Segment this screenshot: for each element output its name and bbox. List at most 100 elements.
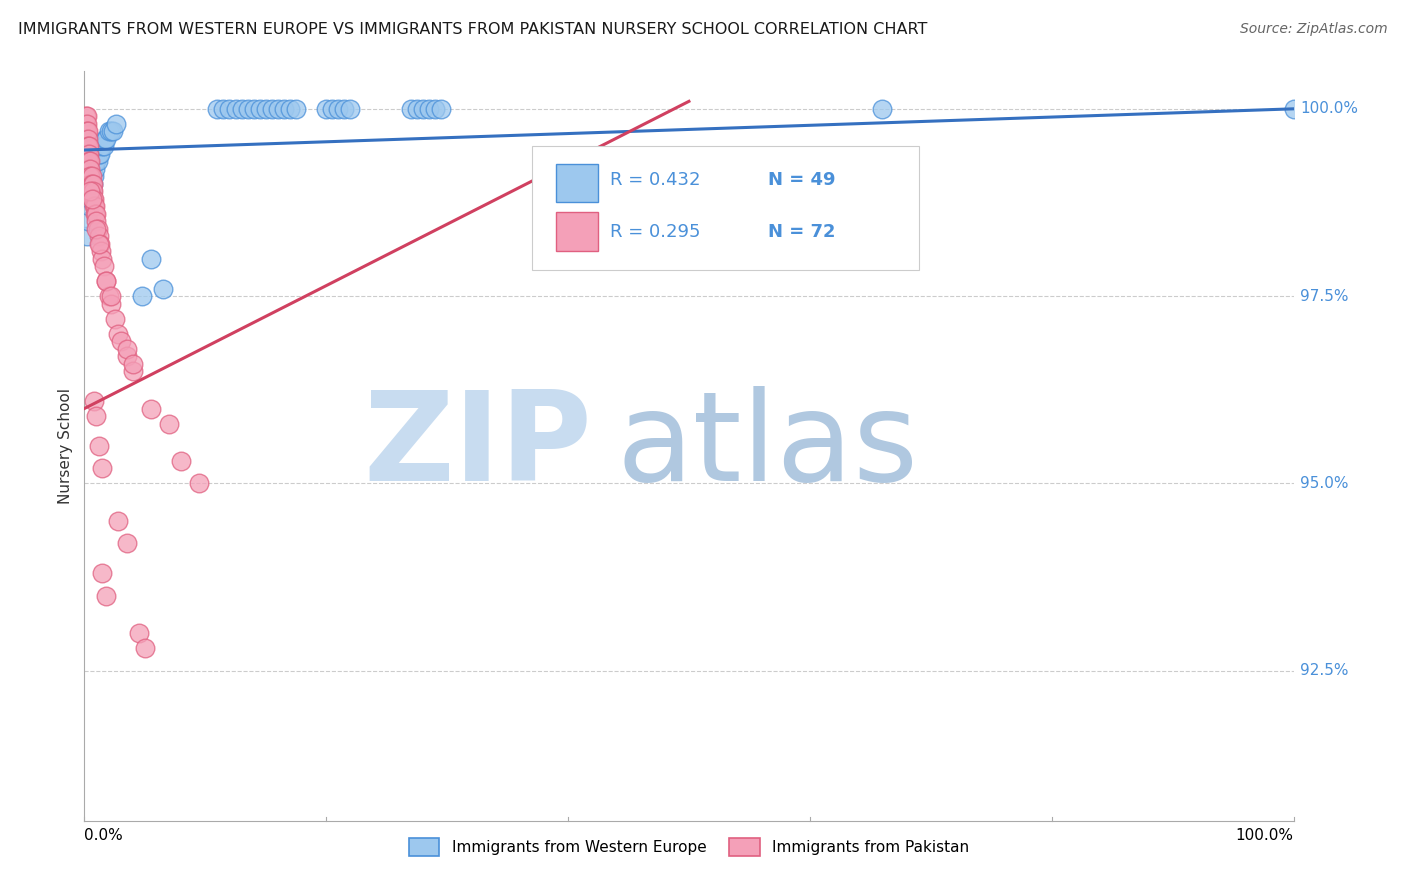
Text: ZIP: ZIP [364, 385, 592, 507]
FancyBboxPatch shape [555, 212, 599, 252]
Point [75, 124, 97, 138]
Point [104, 117, 127, 131]
Point [91, 566, 114, 581]
Text: 100.0%: 100.0% [1236, 828, 1294, 843]
Point [94, 274, 117, 288]
Point [315, 102, 337, 116]
Text: N = 49: N = 49 [768, 171, 835, 189]
Point [218, 102, 240, 116]
Point [90, 244, 112, 259]
Point [152, 282, 174, 296]
Point [115, 349, 138, 363]
Point [328, 102, 350, 116]
Point [86, 154, 108, 169]
Point [76, 117, 98, 131]
Point [82, 177, 104, 191]
Point [91, 461, 114, 475]
Point [87, 236, 110, 251]
Point [333, 102, 356, 116]
Point [94, 589, 117, 603]
Point [97, 124, 120, 138]
Point [207, 102, 229, 116]
Point [212, 102, 235, 116]
Point [80, 169, 103, 184]
Text: Source: ZipAtlas.com: Source: ZipAtlas.com [1240, 22, 1388, 37]
Point [89, 236, 111, 251]
Point [77, 146, 100, 161]
Point [80, 184, 103, 198]
Text: 92.5%: 92.5% [1301, 664, 1348, 678]
Point [231, 102, 253, 116]
Point [121, 357, 143, 371]
Point [430, 102, 453, 116]
Point [76, 124, 98, 138]
Point [80, 192, 103, 206]
Point [131, 289, 153, 303]
Point [86, 221, 108, 235]
Point [254, 102, 277, 116]
Point [107, 326, 129, 341]
Point [77, 154, 100, 169]
Point [86, 409, 108, 423]
Point [94, 132, 117, 146]
Point [75, 117, 97, 131]
Point [77, 139, 100, 153]
Point [80, 177, 103, 191]
Point [86, 221, 108, 235]
Text: IMMIGRANTS FROM WESTERN EUROPE VS IMMIGRANTS FROM PAKISTAN NURSERY SCHOOL CORREL: IMMIGRANTS FROM WESTERN EUROPE VS IMMIGR… [18, 22, 928, 37]
Point [83, 192, 105, 206]
Point [103, 124, 125, 138]
Point [84, 207, 107, 221]
Point [77, 124, 100, 138]
Point [83, 199, 105, 213]
Point [278, 102, 301, 116]
Text: 100.0%: 100.0% [1301, 102, 1358, 116]
Point [273, 102, 295, 116]
Point [128, 626, 150, 640]
Point [89, 146, 111, 161]
Point [339, 102, 361, 116]
Point [93, 139, 115, 153]
Point [77, 214, 100, 228]
Point [1282, 102, 1305, 116]
Point [82, 177, 104, 191]
Point [83, 394, 105, 409]
Point [76, 109, 98, 123]
Point [83, 169, 105, 184]
Point [100, 296, 122, 310]
Point [76, 132, 98, 146]
Text: 95.0%: 95.0% [1301, 476, 1348, 491]
Point [134, 641, 156, 656]
Point [121, 364, 143, 378]
Point [79, 161, 101, 176]
Point [107, 514, 129, 528]
Point [260, 102, 283, 116]
Point [139, 252, 162, 266]
Point [110, 334, 132, 348]
Point [139, 401, 162, 416]
Point [284, 102, 308, 116]
Point [91, 139, 114, 153]
Text: R = 0.295: R = 0.295 [610, 224, 700, 242]
Point [157, 417, 180, 431]
Point [77, 154, 100, 169]
Point [77, 146, 100, 161]
Point [399, 102, 422, 116]
Text: 0.0%: 0.0% [84, 828, 124, 843]
Point [77, 161, 100, 176]
Point [87, 229, 110, 244]
Point [188, 476, 211, 491]
Point [87, 146, 110, 161]
Point [100, 289, 122, 303]
Point [77, 139, 100, 153]
Point [225, 102, 247, 116]
Point [93, 259, 115, 273]
Point [86, 207, 108, 221]
Point [321, 102, 343, 116]
Point [418, 102, 440, 116]
Point [80, 184, 103, 198]
Point [242, 102, 264, 116]
Point [82, 184, 104, 198]
Point [115, 536, 138, 550]
Point [77, 161, 100, 176]
